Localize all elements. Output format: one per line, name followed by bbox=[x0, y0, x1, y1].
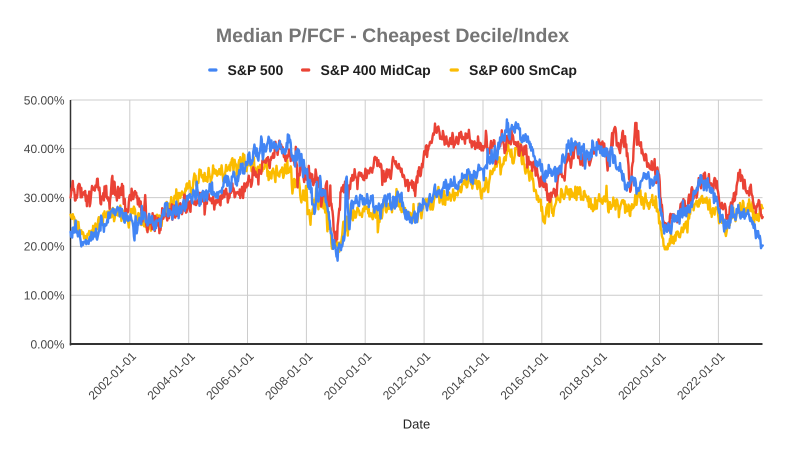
svg-text:Date: Date bbox=[403, 417, 430, 432]
svg-text:40.00%: 40.00% bbox=[24, 142, 65, 156]
svg-text:50.00%: 50.00% bbox=[24, 93, 65, 107]
svg-text:Median P/FCF - Cheapest Decile: Median P/FCF - Cheapest Decile/Index bbox=[216, 25, 569, 47]
svg-text:S&P 400 MidCap: S&P 400 MidCap bbox=[321, 62, 431, 78]
svg-text:30.00%: 30.00% bbox=[24, 191, 65, 205]
svg-text:20.00%: 20.00% bbox=[24, 240, 65, 254]
svg-text:10.00%: 10.00% bbox=[24, 289, 65, 303]
svg-text:0.00%: 0.00% bbox=[30, 337, 64, 351]
svg-text:S&P 600 SmCap: S&P 600 SmCap bbox=[469, 62, 577, 78]
svg-text:S&P 500: S&P 500 bbox=[228, 62, 284, 78]
